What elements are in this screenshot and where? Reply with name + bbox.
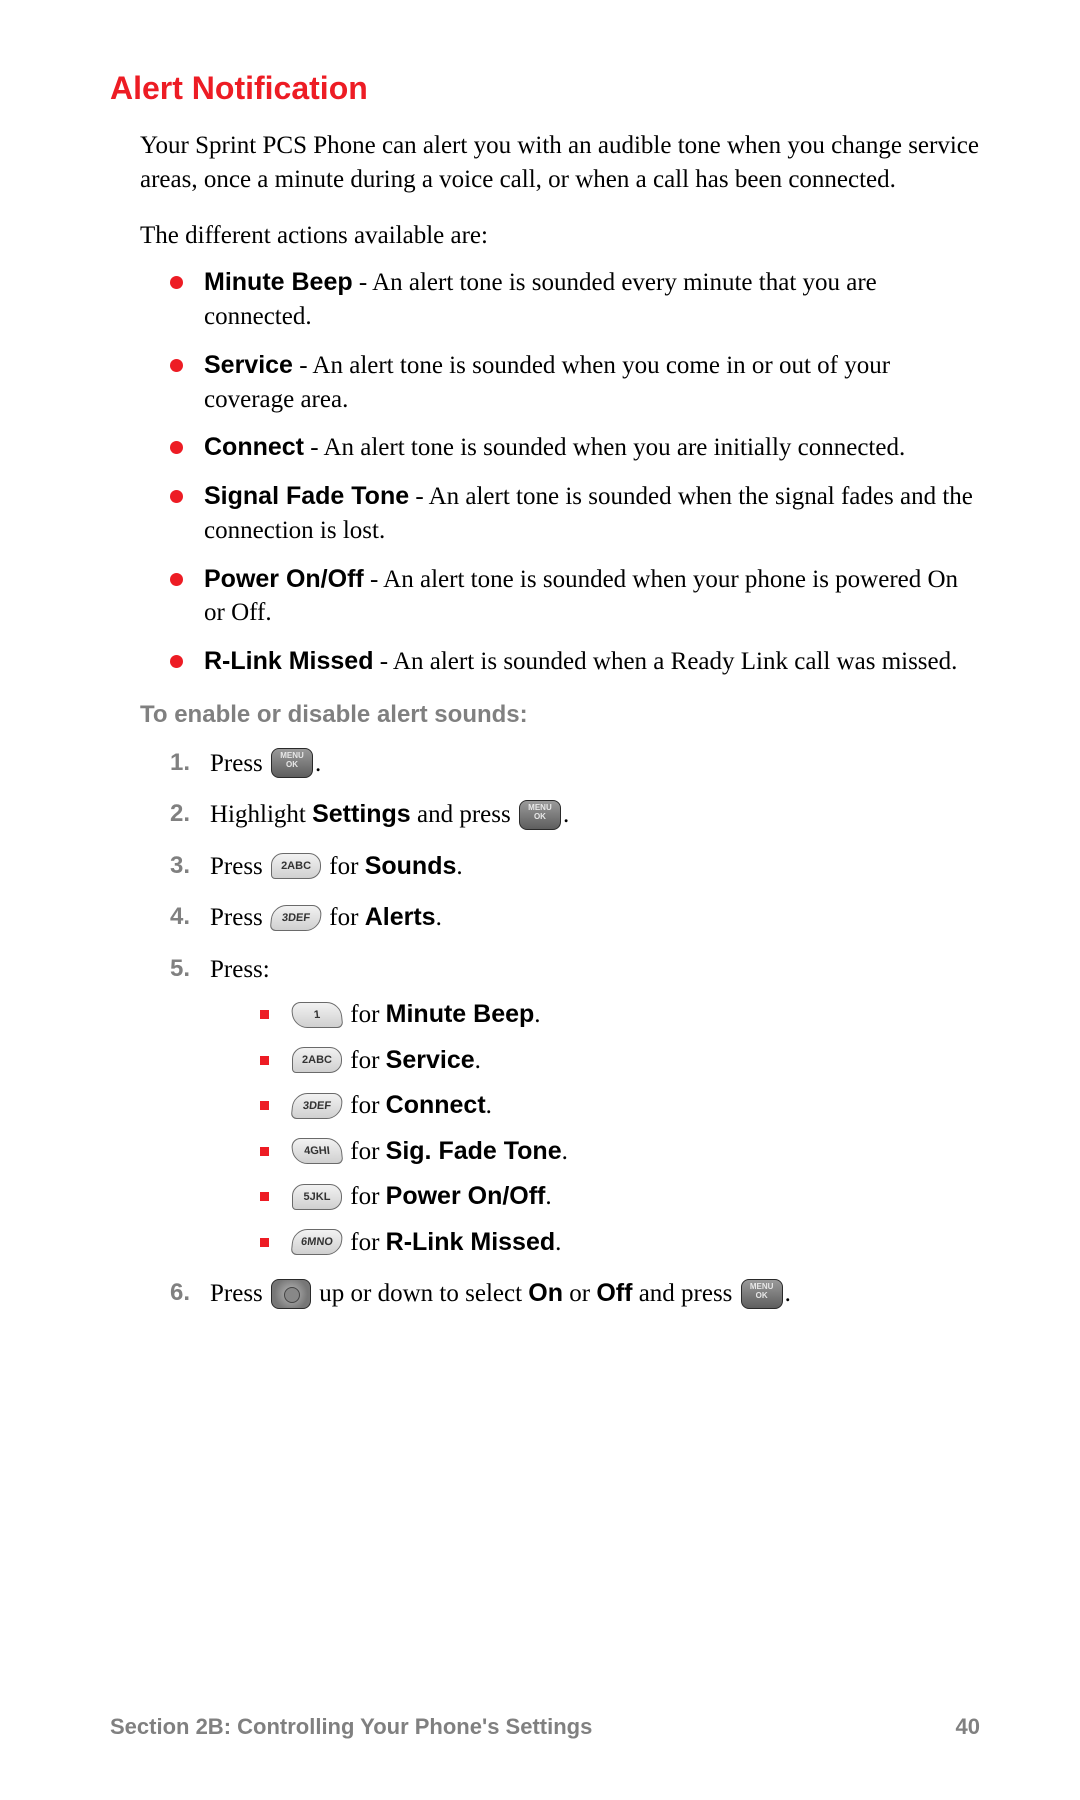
footer-section: Section 2B: Controlling Your Phone's Set… xyxy=(110,1714,592,1740)
subintro-line: The different actions available are: xyxy=(140,219,980,253)
list-item: R-Link Missed - An alert is sounded when… xyxy=(170,645,980,679)
step-item: 1. Press . xyxy=(170,745,980,783)
step-text: . xyxy=(785,1280,791,1307)
sub-step-item: 3DEF for Connect. xyxy=(260,1087,980,1125)
step-text: Press xyxy=(210,853,269,880)
keypad-3-icon: 3DEF xyxy=(291,1093,344,1119)
step-text: Press xyxy=(210,750,269,777)
list-item: Service - An alert tone is sounded when … xyxy=(170,349,980,417)
keypad-2-icon: 2ABC xyxy=(271,853,321,879)
step-number: 4. xyxy=(170,899,190,935)
step-bold: Sounds xyxy=(365,852,457,880)
step-bold: On xyxy=(528,1279,563,1307)
sub-text: . xyxy=(545,1183,551,1210)
keypad-4-icon: 4GHI xyxy=(291,1138,344,1164)
action-name: Signal Fade Tone xyxy=(204,482,409,510)
step-text: Press: xyxy=(210,956,270,983)
sub-text: . xyxy=(562,1138,568,1165)
menu-ok-key-icon xyxy=(271,748,313,778)
step-number: 1. xyxy=(170,745,190,781)
sub-text: . xyxy=(475,1047,481,1074)
step-text: or xyxy=(563,1280,596,1307)
sub-text: for xyxy=(344,1047,386,1074)
sub-bold: Service xyxy=(386,1046,475,1074)
step-text: Press xyxy=(210,904,269,931)
steps-list: 1. Press . 2. Highlight Settings and pre… xyxy=(170,745,980,1313)
step-item: 4. Press 3DEF for Alerts. xyxy=(170,899,980,937)
footer-page-number: 40 xyxy=(956,1714,980,1740)
sub-bold: Sig. Fade Tone xyxy=(386,1137,562,1165)
step-text: . xyxy=(436,904,442,931)
sub-step-item: 1 for Minute Beep. xyxy=(260,996,980,1034)
sub-bold: R-Link Missed xyxy=(386,1228,555,1256)
sub-text: for xyxy=(344,1092,386,1119)
keypad-2-icon: 2ABC xyxy=(292,1047,342,1073)
menu-ok-key-icon xyxy=(519,800,561,830)
action-name: Minute Beep xyxy=(204,268,353,296)
page-footer: Section 2B: Controlling Your Phone's Set… xyxy=(110,1714,980,1740)
step-item: 6. Press up or down to select On or Off … xyxy=(170,1275,980,1313)
step-item: 5. Press: 1 for Minute Beep. 2ABC for Se… xyxy=(170,951,980,1262)
sub-text: for xyxy=(344,1183,386,1210)
action-desc: - An alert is sounded when a Ready Link … xyxy=(373,648,957,675)
keypad-1-icon: 1 xyxy=(291,1002,344,1028)
page-heading: Alert Notification xyxy=(110,70,980,107)
sub-text: for xyxy=(344,1229,386,1256)
sub-bold: Power On/Off xyxy=(386,1182,546,1210)
step-text: Press xyxy=(210,1280,269,1307)
step-bold: Settings xyxy=(312,800,411,828)
step-text: and press xyxy=(411,801,517,828)
keypad-6-icon: 6MNO xyxy=(291,1229,344,1255)
list-item: Connect - An alert tone is sounded when … xyxy=(170,431,980,465)
step-text: . xyxy=(563,801,569,828)
procedure-subheading: To enable or disable alert sounds: xyxy=(140,701,980,729)
sub-bold: Minute Beep xyxy=(386,1000,535,1028)
list-item: Power On/Off - An alert tone is sounded … xyxy=(170,563,980,631)
sub-text: . xyxy=(486,1092,492,1119)
step-number: 2. xyxy=(170,796,190,832)
step-item: 2. Highlight Settings and press . xyxy=(170,796,980,834)
sub-text: . xyxy=(555,1229,561,1256)
step-bold: Alerts xyxy=(365,903,436,931)
step-number: 3. xyxy=(170,848,190,884)
keypad-3-icon: 3DEF xyxy=(270,905,323,931)
nav-key-icon xyxy=(271,1279,311,1309)
intro-paragraph: Your Sprint PCS Phone can alert you with… xyxy=(140,129,980,197)
step-number: 5. xyxy=(170,951,190,987)
step-text: Highlight xyxy=(210,801,312,828)
sub-text: for xyxy=(344,1001,386,1028)
sub-text: for xyxy=(344,1138,386,1165)
action-name: Service xyxy=(204,351,293,379)
step-text: up or down to select xyxy=(313,1280,528,1307)
sub-text: . xyxy=(534,1001,540,1028)
sub-step-item: 5JKL for Power On/Off. xyxy=(260,1178,980,1216)
sub-step-item: 2ABC for Service. xyxy=(260,1042,980,1080)
action-desc: - An alert tone is sounded when you are … xyxy=(304,434,905,461)
menu-ok-key-icon xyxy=(741,1279,783,1309)
list-item: Signal Fade Tone - An alert tone is soun… xyxy=(170,480,980,548)
sub-steps-list: 1 for Minute Beep. 2ABC for Service. 3DE… xyxy=(260,996,980,1261)
step-text: . xyxy=(456,853,462,880)
step-bold: Off xyxy=(596,1279,632,1307)
action-desc: - An alert tone is sounded when you come… xyxy=(204,352,890,413)
sub-step-item: 6MNO for R-Link Missed. xyxy=(260,1224,980,1262)
step-number: 6. xyxy=(170,1275,190,1311)
action-name: R-Link Missed xyxy=(204,647,373,675)
step-item: 3. Press 2ABC for Sounds. xyxy=(170,848,980,886)
list-item: Minute Beep - An alert tone is sounded e… xyxy=(170,266,980,334)
step-text: for xyxy=(323,904,365,931)
step-text: for xyxy=(323,853,365,880)
action-name: Power On/Off xyxy=(204,565,364,593)
step-text: . xyxy=(315,750,321,777)
step-text: and press xyxy=(632,1280,738,1307)
action-name: Connect xyxy=(204,433,304,461)
keypad-5-icon: 5JKL xyxy=(292,1184,342,1210)
actions-list: Minute Beep - An alert tone is sounded e… xyxy=(170,266,980,679)
sub-bold: Connect xyxy=(386,1091,486,1119)
sub-step-item: 4GHI for Sig. Fade Tone. xyxy=(260,1133,980,1171)
